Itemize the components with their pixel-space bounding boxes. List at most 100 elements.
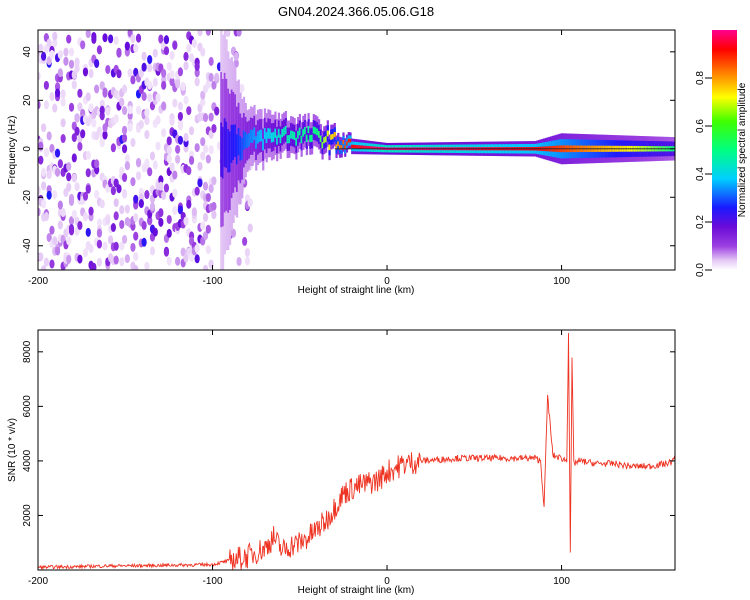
colorbar-ticks: 0.0 0.2 0.4 0.6 0.8	[695, 71, 712, 277]
heatmap-cell	[352, 144, 356, 149]
heatmap-cell	[38, 155, 44, 165]
heatmap-cell	[191, 207, 197, 217]
heatmap-cell	[161, 80, 167, 90]
heatmap-cell	[52, 236, 58, 246]
colorbar-label: Normalized spectral amplitude	[737, 82, 748, 217]
heatmap-cell	[211, 210, 217, 220]
heatmap-cell	[155, 115, 161, 125]
heatmap-cell	[124, 254, 130, 264]
heatmap-cell	[253, 127, 256, 140]
snr-xtick-label: -200	[28, 576, 48, 587]
heatmap-cell	[60, 89, 66, 99]
heatmap-cell	[274, 128, 277, 139]
heatmap-cell	[127, 105, 133, 115]
heatmap-cell	[234, 124, 237, 158]
heatmap-cell	[214, 72, 220, 82]
heatmap-cell	[40, 265, 47, 270]
heatmap-cell	[166, 256, 172, 266]
heatmap-cell	[279, 134, 282, 144]
heatmap-cell	[241, 137, 244, 160]
heatmap-cell	[191, 38, 197, 48]
heatmap-cell	[43, 100, 49, 110]
heatmap-cell	[235, 134, 239, 165]
heatmap-cell	[88, 206, 94, 216]
spectrogram-frame	[37, 29, 676, 271]
heatmap-cell	[96, 257, 103, 267]
heatmap-cell	[102, 88, 108, 98]
heatmap-cell	[163, 247, 170, 257]
heatmap-cell	[300, 135, 303, 144]
heatmap-cell	[312, 126, 315, 134]
heatmap-cell	[351, 144, 354, 149]
heatmap-cell	[338, 144, 342, 150]
heatmap-cell	[298, 127, 301, 136]
heatmap-cell	[105, 106, 111, 116]
heatmap-cell	[281, 128, 284, 138]
heatmap-cell	[256, 131, 260, 144]
heatmap-cell	[186, 199, 192, 209]
heatmap-cell	[85, 168, 91, 178]
heatmap-cell	[94, 58, 100, 68]
heatmap-cell	[214, 106, 220, 116]
heatmap-cell	[141, 51, 147, 61]
heatmap-cell	[177, 135, 184, 145]
colorbar: 0.0 0.2 0.4 0.6 0.8 Normalized spectral ampl…	[695, 30, 748, 277]
heatmap-cell	[169, 69, 175, 79]
heatmap-cell	[175, 154, 181, 164]
heatmap-cell	[161, 128, 167, 138]
heatmap-cell	[147, 55, 153, 65]
heatmap-cell	[108, 34, 114, 44]
heatmap-cell	[172, 170, 178, 180]
heatmap-cell	[102, 130, 108, 140]
heatmap-cell	[152, 227, 158, 237]
heatmap-cell	[321, 142, 324, 149]
heatmap-cell	[52, 31, 58, 41]
heatmap-cell	[290, 130, 293, 139]
heatmap-cell	[335, 144, 338, 150]
heatmap-cell	[205, 245, 211, 255]
heatmap-cell	[85, 92, 91, 102]
heatmap-cell	[144, 108, 150, 118]
heatmap-cell	[63, 47, 69, 57]
heatmap-cell	[124, 41, 130, 51]
heatmap-cell	[82, 67, 89, 77]
heatmap-cell	[269, 128, 272, 139]
heatmap-cell	[68, 226, 75, 236]
heatmap-cell	[276, 135, 279, 145]
heatmap-cell	[175, 256, 181, 266]
heatmap-cell	[202, 212, 209, 222]
snr-ytick-label: 6000	[22, 395, 33, 418]
heatmap-cell	[205, 79, 211, 89]
colorbar-tick-label: 0.0	[695, 263, 706, 277]
heatmap-cell	[119, 241, 125, 251]
heatmap-cell	[175, 144, 181, 154]
heatmap-cell	[166, 154, 172, 164]
heatmap-cell	[110, 223, 116, 233]
heatmap-cell	[144, 116, 150, 126]
heatmap-cell	[158, 34, 164, 44]
heatmap-cell	[121, 173, 128, 183]
heatmap-cell	[345, 141, 349, 146]
heatmap-cell	[127, 68, 133, 78]
heatmap-cell	[119, 205, 125, 215]
heatmap-cell	[186, 43, 192, 53]
heatmap-cell	[344, 145, 347, 150]
heatmap-cell	[60, 97, 66, 107]
heatmap-cell	[60, 118, 66, 128]
heatmap-cell	[342, 139, 345, 145]
heatmap-cell	[258, 130, 261, 142]
heatmap-cell	[172, 188, 178, 198]
snr-xtick-label: 0	[384, 576, 390, 587]
heatmap-cell	[288, 135, 291, 144]
heatmap-cell	[186, 106, 192, 116]
heatmap-cell	[94, 189, 100, 199]
heatmap-cell	[260, 129, 263, 142]
heatmap-cell	[197, 178, 203, 188]
heatmap-cell	[138, 68, 144, 78]
heatmap-cell	[130, 75, 136, 85]
spectrogram-xtick-label: 0	[384, 276, 390, 287]
heatmap-cell	[121, 84, 128, 94]
heatmap-cell	[227, 128, 230, 173]
